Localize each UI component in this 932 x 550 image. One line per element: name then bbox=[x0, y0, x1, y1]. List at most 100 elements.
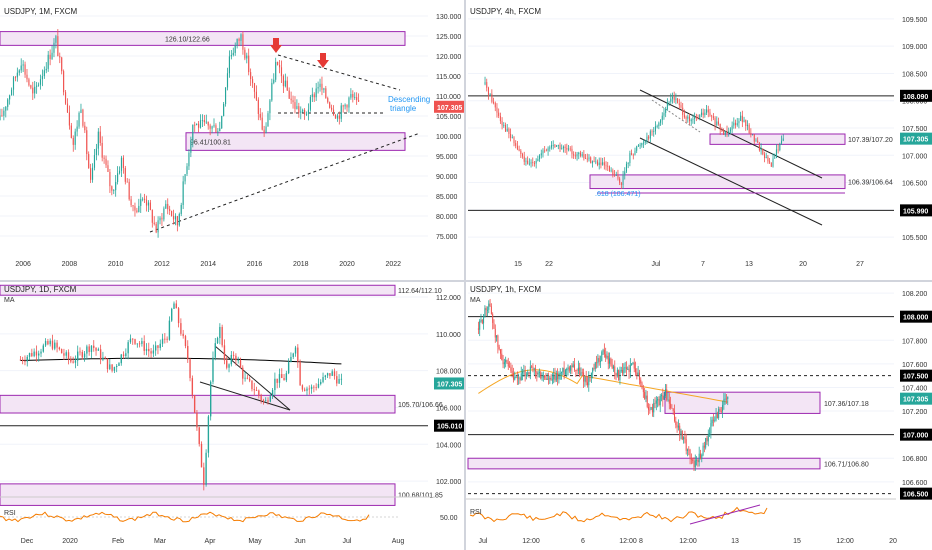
channel-lower-line[interactable] bbox=[639, 137, 823, 226]
candle bbox=[707, 109, 709, 113]
candle bbox=[327, 98, 329, 103]
candle bbox=[772, 158, 774, 167]
candle bbox=[581, 372, 583, 374]
zone-126-10-122-66[interactable] bbox=[0, 31, 406, 46]
rsi-indicator-label[interactable]: RSI bbox=[470, 509, 482, 516]
daily-candles bbox=[19, 300, 343, 491]
candle bbox=[41, 76, 43, 80]
price-tick-label: 125.000 bbox=[436, 34, 461, 41]
candle bbox=[317, 383, 320, 388]
candle bbox=[95, 148, 97, 155]
candle bbox=[315, 387, 317, 389]
candle bbox=[767, 156, 769, 162]
candle bbox=[674, 411, 676, 422]
zone-112-64-112-10[interactable] bbox=[0, 284, 396, 296]
candle bbox=[602, 349, 604, 353]
candle bbox=[161, 338, 164, 344]
triangle-lower-line[interactable] bbox=[199, 381, 291, 411]
h1-rsi-line bbox=[469, 506, 768, 523]
candle bbox=[723, 399, 725, 406]
candle bbox=[479, 320, 481, 330]
ma-indicator-label[interactable]: MA bbox=[4, 297, 15, 304]
candle bbox=[627, 368, 629, 370]
candle bbox=[82, 109, 84, 126]
candle bbox=[641, 143, 643, 146]
rsi-divergence-line[interactable] bbox=[689, 504, 761, 525]
candle bbox=[716, 414, 718, 419]
candle bbox=[692, 119, 694, 120]
candle bbox=[548, 378, 550, 380]
candle bbox=[501, 121, 503, 126]
candle bbox=[63, 353, 65, 356]
candle bbox=[485, 308, 487, 311]
candle bbox=[159, 343, 161, 348]
candle bbox=[695, 117, 697, 118]
candle bbox=[498, 346, 500, 350]
candle bbox=[103, 157, 105, 159]
candle bbox=[105, 158, 107, 166]
zone-96-41-100-81[interactable] bbox=[185, 132, 406, 151]
rsi-indicator-label[interactable]: RSI bbox=[4, 510, 16, 517]
candle bbox=[224, 87, 227, 105]
triangle-upper-line[interactable] bbox=[214, 345, 291, 411]
candle bbox=[488, 303, 490, 310]
zone-106-39-106-64[interactable] bbox=[589, 174, 846, 190]
daily-grid bbox=[0, 296, 428, 482]
candle bbox=[709, 112, 711, 116]
candle bbox=[161, 217, 163, 220]
candle bbox=[506, 360, 508, 363]
candle bbox=[263, 129, 265, 134]
time-tick-label: 2014 bbox=[200, 261, 216, 268]
candle bbox=[172, 215, 175, 220]
channel-upper-line[interactable] bbox=[639, 89, 823, 179]
candle bbox=[67, 352, 70, 359]
candle bbox=[573, 154, 575, 156]
candle bbox=[726, 131, 728, 133]
candle bbox=[134, 206, 136, 211]
candle bbox=[661, 395, 663, 397]
candle bbox=[320, 381, 322, 384]
h1-chart-panel: 107.36/107.18 106.71/106.80 USDJPY, 1h, … bbox=[466, 285, 932, 545]
zone-106-71-106-80[interactable] bbox=[467, 457, 821, 470]
candle bbox=[760, 148, 762, 151]
candle bbox=[541, 377, 543, 379]
price-tag-label: 107.305 bbox=[903, 137, 928, 144]
candle bbox=[528, 163, 530, 165]
candle bbox=[740, 115, 742, 121]
candle bbox=[670, 98, 672, 102]
time-tick-label: 12:00 bbox=[619, 538, 637, 545]
ma-indicator-label[interactable]: MA bbox=[470, 297, 481, 304]
retracement-line[interactable] bbox=[651, 99, 701, 133]
candle bbox=[733, 122, 735, 126]
candle bbox=[531, 366, 533, 368]
candle bbox=[290, 98, 292, 101]
candle bbox=[39, 79, 42, 85]
candle bbox=[244, 49, 246, 59]
zone-105-70-106-66[interactable] bbox=[0, 394, 396, 414]
candle bbox=[557, 373, 559, 380]
candle bbox=[203, 467, 205, 485]
candle bbox=[596, 161, 599, 165]
candle bbox=[508, 128, 510, 134]
price-tag bbox=[900, 392, 932, 405]
zone-107-39-107-20[interactable] bbox=[709, 133, 846, 145]
candle bbox=[497, 335, 499, 347]
candle bbox=[292, 353, 294, 357]
candle bbox=[47, 54, 49, 69]
candle bbox=[299, 361, 301, 386]
candle bbox=[248, 55, 250, 73]
h4-price-axis: 105.500106.000106.500107.000107.500108.0… bbox=[900, 17, 932, 242]
candle bbox=[168, 320, 171, 340]
time-tick-label: 2022 bbox=[386, 261, 402, 268]
triangle-upper-line[interactable] bbox=[277, 54, 401, 91]
candle bbox=[609, 358, 611, 364]
candle bbox=[635, 368, 637, 373]
candle bbox=[782, 138, 784, 141]
zone-100-68-101-85[interactable] bbox=[0, 483, 396, 506]
candle bbox=[542, 150, 544, 154]
candle bbox=[781, 140, 783, 144]
candle bbox=[677, 425, 679, 428]
candle bbox=[61, 57, 63, 72]
price-tick-label: 115.000 bbox=[436, 74, 461, 81]
candle bbox=[261, 117, 263, 130]
